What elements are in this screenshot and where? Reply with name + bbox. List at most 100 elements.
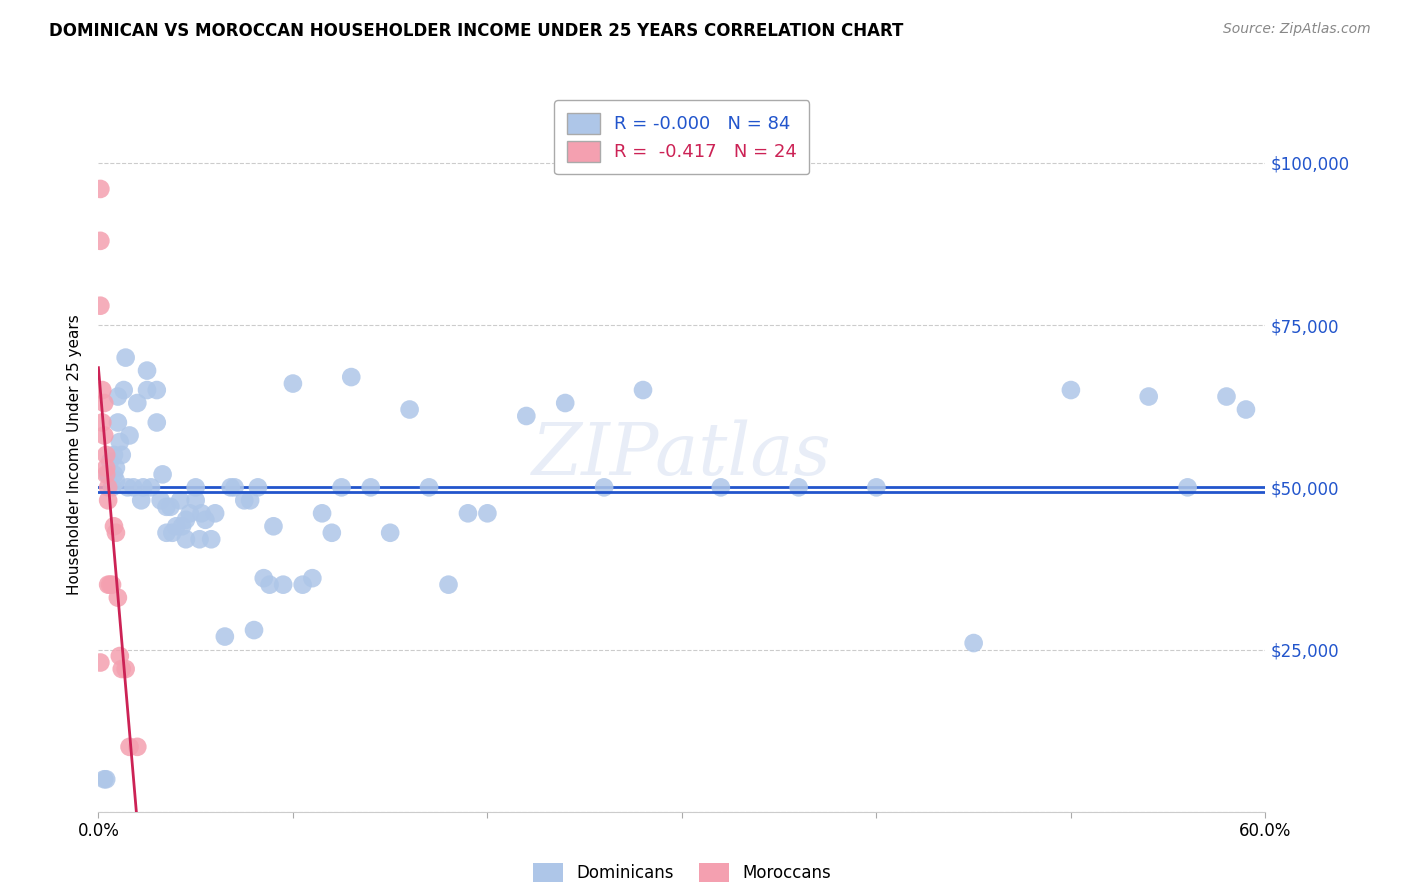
Point bbox=[89, 234, 111, 248]
Point bbox=[104, 474, 127, 488]
Point bbox=[554, 396, 576, 410]
Point bbox=[93, 772, 115, 787]
Text: Source: ZipAtlas.com: Source: ZipAtlas.com bbox=[1223, 22, 1371, 37]
Point bbox=[129, 493, 152, 508]
Point bbox=[214, 630, 236, 644]
Point bbox=[291, 577, 314, 591]
Point bbox=[103, 448, 125, 462]
Point bbox=[91, 416, 114, 430]
Point bbox=[962, 636, 984, 650]
Point bbox=[188, 533, 211, 547]
Point bbox=[155, 500, 177, 514]
Text: DOMINICAN VS MOROCCAN HOUSEHOLDER INCOME UNDER 25 YEARS CORRELATION CHART: DOMINICAN VS MOROCCAN HOUSEHOLDER INCOME… bbox=[49, 22, 904, 40]
Point bbox=[149, 493, 172, 508]
Point bbox=[127, 396, 149, 410]
Point bbox=[321, 525, 343, 540]
Point bbox=[159, 500, 181, 514]
Point bbox=[118, 428, 141, 442]
Point bbox=[194, 513, 217, 527]
Point bbox=[101, 577, 124, 591]
Point bbox=[165, 519, 187, 533]
Point bbox=[155, 525, 177, 540]
Point bbox=[593, 480, 616, 494]
Point bbox=[162, 525, 184, 540]
Point bbox=[152, 467, 174, 482]
Point bbox=[281, 376, 304, 391]
Point bbox=[398, 402, 420, 417]
Point bbox=[97, 467, 120, 482]
Point bbox=[233, 493, 256, 508]
Point bbox=[96, 467, 118, 482]
Point bbox=[253, 571, 276, 585]
Point bbox=[787, 480, 810, 494]
Point bbox=[107, 416, 129, 430]
Point bbox=[1177, 480, 1199, 494]
Point bbox=[259, 577, 281, 591]
Point bbox=[139, 480, 162, 494]
Point bbox=[271, 577, 294, 591]
Point bbox=[89, 656, 111, 670]
Point bbox=[104, 461, 127, 475]
Point bbox=[89, 299, 111, 313]
Legend: Dominicans, Moroccans: Dominicans, Moroccans bbox=[526, 856, 838, 889]
Point bbox=[360, 480, 382, 494]
Point bbox=[103, 519, 125, 533]
Point bbox=[170, 519, 193, 533]
Point bbox=[224, 480, 246, 494]
Point bbox=[104, 525, 127, 540]
Point bbox=[107, 390, 129, 404]
Point bbox=[96, 772, 118, 787]
Point bbox=[111, 662, 134, 676]
Point bbox=[219, 480, 242, 494]
Point bbox=[132, 480, 155, 494]
Point bbox=[437, 577, 460, 591]
Point bbox=[107, 591, 129, 605]
Point bbox=[98, 577, 121, 591]
Point bbox=[865, 480, 887, 494]
Point bbox=[477, 506, 499, 520]
Point bbox=[136, 383, 159, 397]
Point bbox=[89, 182, 111, 196]
Point bbox=[239, 493, 262, 508]
Point bbox=[1060, 383, 1083, 397]
Point bbox=[301, 571, 323, 585]
Point bbox=[1234, 402, 1257, 417]
Point bbox=[103, 467, 125, 482]
Point bbox=[117, 480, 139, 494]
Point bbox=[200, 533, 222, 547]
Point bbox=[93, 428, 115, 442]
Point bbox=[457, 506, 479, 520]
Point bbox=[631, 383, 654, 397]
Point bbox=[146, 383, 169, 397]
Point bbox=[91, 383, 114, 397]
Point bbox=[710, 480, 733, 494]
Point bbox=[97, 493, 120, 508]
Point bbox=[111, 448, 134, 462]
Point bbox=[93, 396, 115, 410]
Point bbox=[96, 448, 118, 462]
Point bbox=[114, 662, 136, 676]
Point bbox=[127, 739, 149, 754]
Point bbox=[1215, 390, 1237, 404]
Point bbox=[378, 525, 402, 540]
Point bbox=[146, 416, 169, 430]
Point bbox=[179, 506, 201, 520]
Point bbox=[108, 434, 131, 449]
Point bbox=[418, 480, 440, 494]
Point bbox=[136, 363, 159, 377]
Point bbox=[114, 351, 136, 365]
Point bbox=[340, 370, 363, 384]
Point bbox=[262, 519, 284, 533]
Point bbox=[174, 513, 197, 527]
Point bbox=[98, 454, 121, 468]
Point bbox=[97, 480, 120, 494]
Point bbox=[330, 480, 353, 494]
Point bbox=[101, 480, 124, 494]
Text: ZIPatlas: ZIPatlas bbox=[531, 419, 832, 491]
Point bbox=[97, 467, 120, 482]
Point bbox=[515, 409, 537, 423]
Point bbox=[112, 383, 135, 397]
Point bbox=[311, 506, 333, 520]
Point bbox=[190, 506, 212, 520]
Point bbox=[97, 577, 120, 591]
